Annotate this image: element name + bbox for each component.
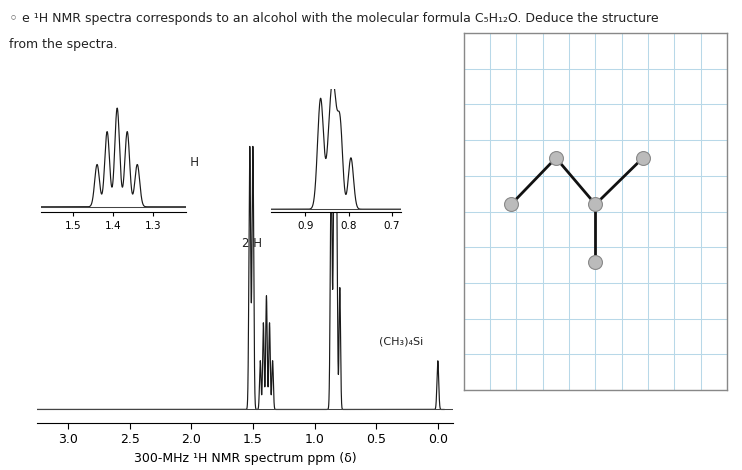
Text: 2 H: 2 H xyxy=(242,237,262,250)
Text: e ¹H NMR spectra corresponds to an alcohol with the molecular formula C₅H₁₂O. De: e ¹H NMR spectra corresponds to an alcoh… xyxy=(22,12,659,25)
X-axis label: 300-MHz ¹H NMR spectrum ppm (δ): 300-MHz ¹H NMR spectrum ppm (δ) xyxy=(134,452,356,465)
Text: 6 H: 6 H xyxy=(286,104,306,118)
Text: ◦: ◦ xyxy=(9,12,18,27)
Text: (CH₃)₄Si: (CH₃)₄Si xyxy=(378,337,423,346)
Text: from the spectra.: from the spectra. xyxy=(9,38,117,51)
Text: 3 H: 3 H xyxy=(323,104,342,118)
Text: ¹H NMR: ¹H NMR xyxy=(50,103,102,117)
Text: 1 H: 1 H xyxy=(179,156,199,169)
